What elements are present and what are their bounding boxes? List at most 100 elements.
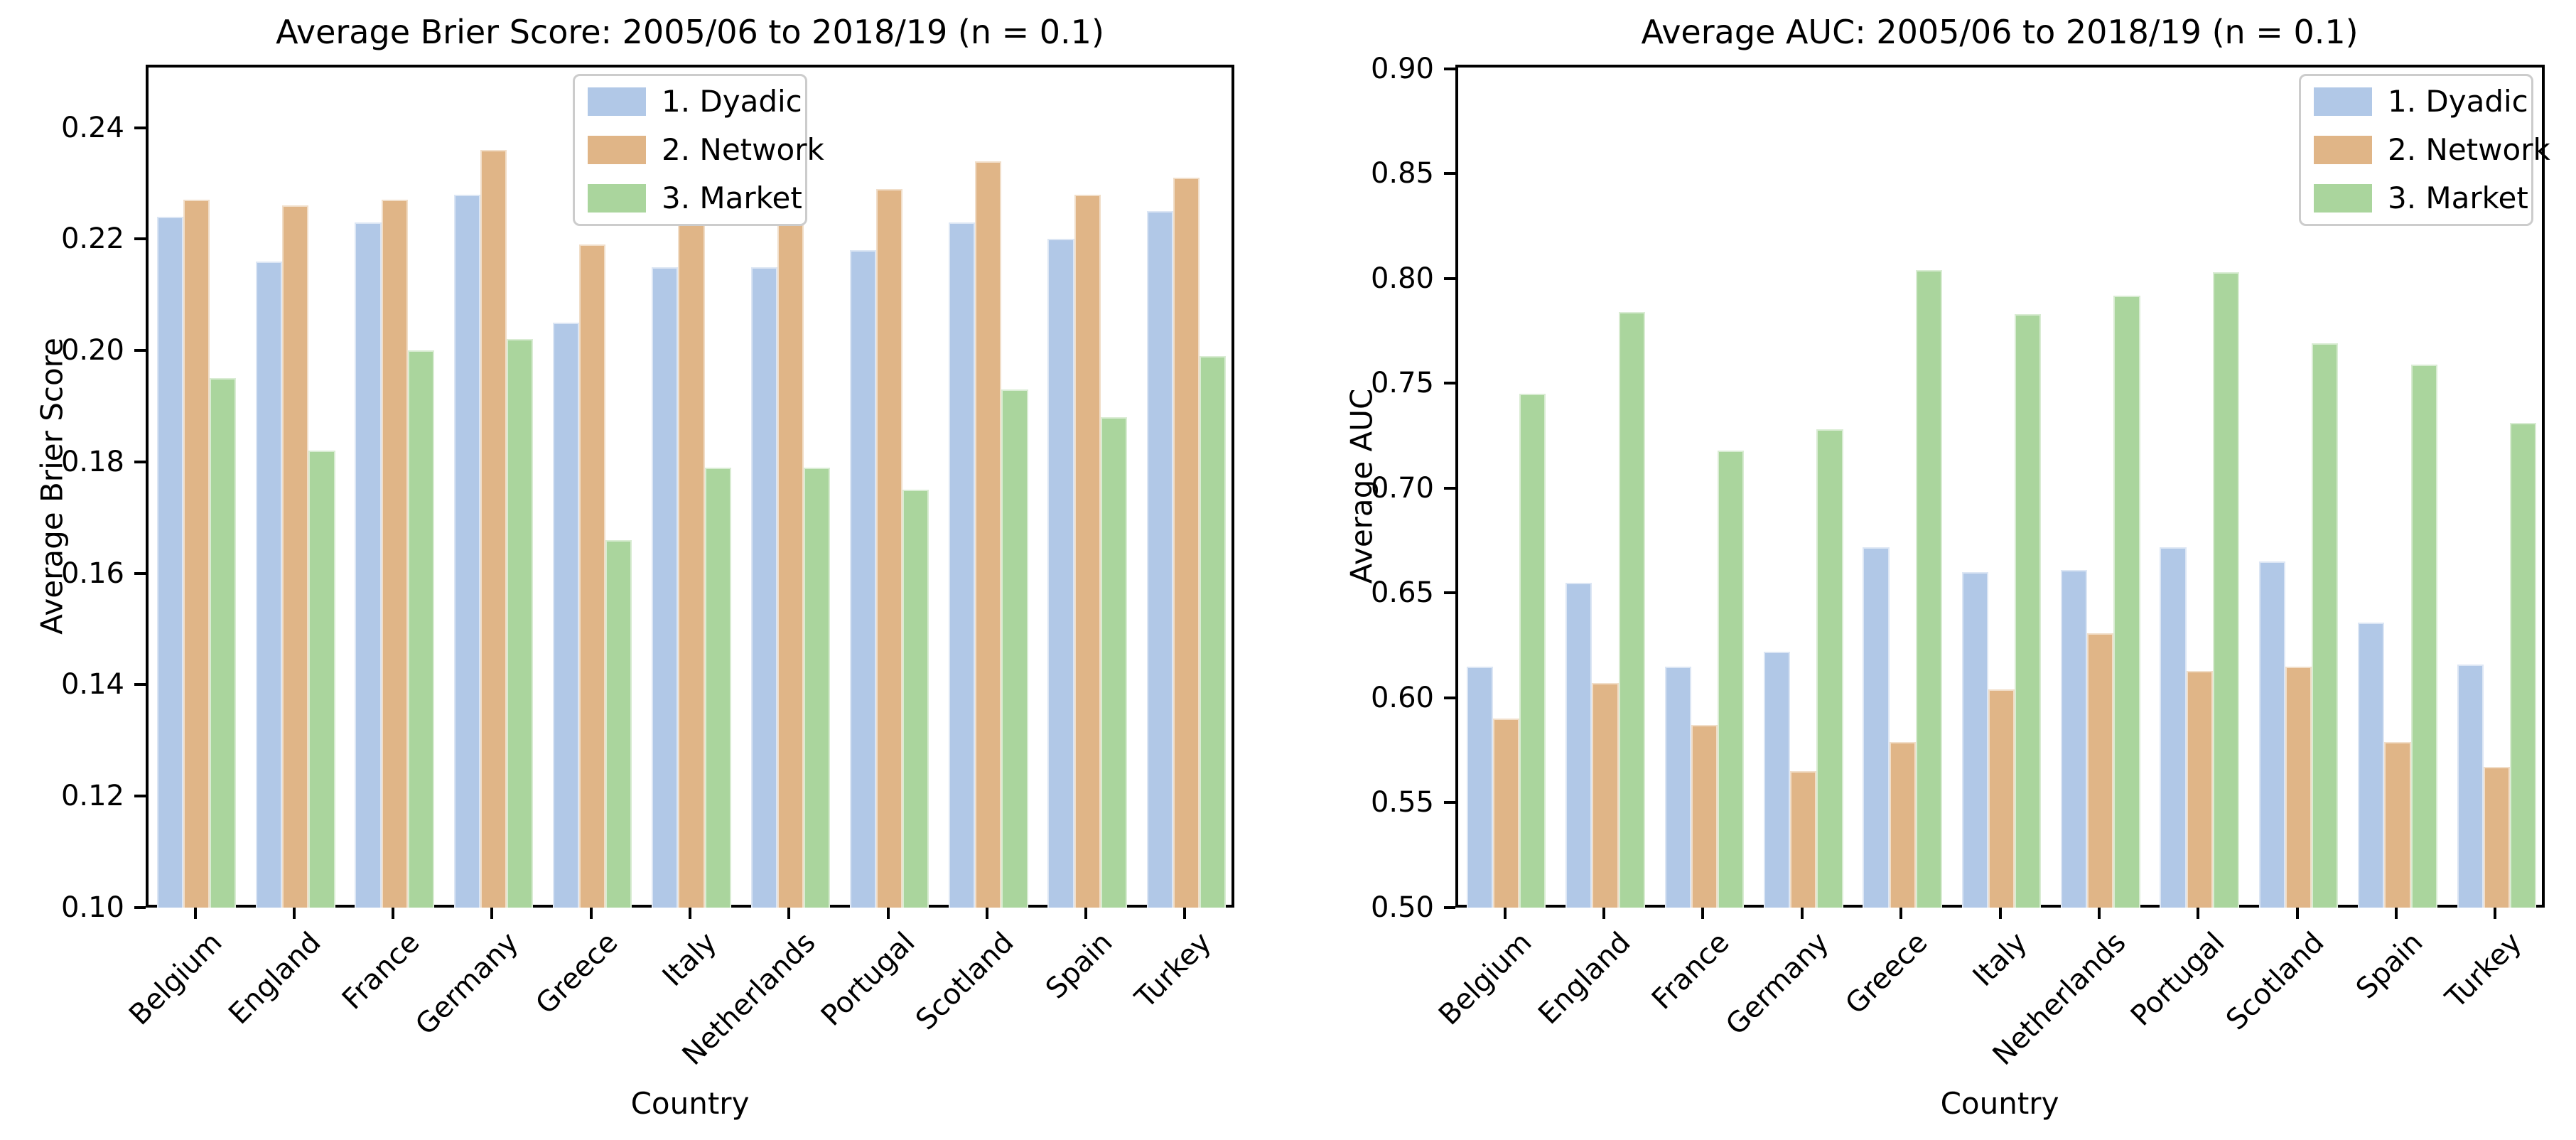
legend-entry: 3. Market [588, 183, 802, 213]
x-tick-mark [1084, 908, 1088, 919]
bar-market-germany [507, 339, 534, 908]
y-tick-mark [1444, 382, 1455, 385]
bar-network-germany [1790, 771, 1817, 908]
bar-dyadic-portugal [2160, 547, 2187, 908]
legend-swatch-icon [2314, 136, 2372, 164]
brier-x-axis-label: Country [630, 1086, 750, 1121]
bar-network-england [282, 205, 309, 908]
legend-entry: 1. Dyadic [588, 87, 802, 117]
auc-chart-plot-area [1455, 65, 2545, 908]
legend-entry: 3. Market [2314, 183, 2528, 213]
bar-dyadic-turkey [2457, 664, 2484, 908]
bar-market-greece [1915, 270, 1942, 908]
bar-dyadic-netherlands [750, 267, 777, 908]
brier-chart-title: Average Brier Score: 2005/06 to 2018/19 … [276, 13, 1104, 51]
bar-network-netherlands [777, 222, 804, 908]
x-tick-mark [589, 908, 593, 919]
bar-network-turkey [2483, 767, 2510, 908]
bar-network-france [1691, 725, 1718, 908]
y-tick-label: 0.55 [1370, 786, 1434, 819]
bar-dyadic-italy [1961, 571, 1988, 908]
bar-dyadic-england [256, 261, 283, 908]
bar-dyadic-netherlands [2061, 570, 2088, 908]
x-tick-mark [1998, 908, 2002, 919]
x-tick-mark [1800, 908, 1804, 919]
y-tick-mark [1444, 172, 1455, 176]
y-tick-label: 0.12 [60, 780, 124, 813]
auc-chart-title: Average AUC: 2005/06 to 2018/19 (n = 0.1… [1641, 13, 2359, 51]
bar-dyadic-germany [453, 194, 480, 908]
y-tick-mark [1444, 591, 1455, 595]
bar-dyadic-greece [1863, 547, 1890, 908]
bar-market-spain [1100, 417, 1127, 908]
bar-dyadic-spain [2358, 622, 2385, 908]
bar-market-england [308, 451, 335, 908]
y-tick-label: 0.16 [60, 556, 124, 590]
bar-dyadic-belgium [156, 216, 184, 908]
legend: 1. Dyadic 2. Network 3. Market [2299, 74, 2550, 226]
bar-network-spain [2384, 741, 2411, 908]
legend-swatch-icon [588, 87, 646, 116]
bar-dyadic-belgium [1466, 666, 1494, 908]
bar-network-greece [579, 244, 606, 908]
brier-chart-plot-area [146, 65, 1234, 908]
legend-label: 1. Dyadic [662, 84, 802, 119]
x-tick-mark [2197, 908, 2200, 919]
x-tick-label: Belgium [1432, 926, 1538, 1032]
y-tick-mark [134, 460, 146, 463]
x-tick-mark [985, 908, 988, 919]
bar-dyadic-turkey [1146, 211, 1173, 908]
bar-market-portugal [2212, 272, 2239, 908]
legend-swatch-icon [2314, 184, 2372, 213]
y-tick-label: 0.10 [60, 891, 124, 924]
bar-dyadic-france [355, 222, 382, 908]
y-tick-mark [1444, 276, 1455, 280]
y-tick-mark [1444, 67, 1455, 70]
bar-network-turkey [1173, 178, 1200, 908]
x-tick-label: Belgium [122, 926, 229, 1032]
x-tick-mark [1503, 908, 1507, 919]
x-tick-mark [490, 908, 494, 919]
legend-label: 3. Market [2388, 181, 2528, 215]
x-tick-mark [689, 908, 691, 919]
bar-network-belgium [183, 200, 210, 908]
bar-network-netherlands [2087, 633, 2114, 908]
x-tick-mark [2394, 908, 2398, 919]
y-tick-label: 0.65 [1370, 576, 1434, 610]
bar-market-france [1717, 450, 1745, 908]
legend-swatch-icon [2314, 87, 2372, 116]
legend-swatch-icon [588, 136, 646, 164]
x-tick-mark [787, 908, 791, 919]
bar-network-belgium [1493, 719, 1520, 908]
bar-network-scotland [975, 161, 1002, 908]
y-tick-mark [134, 906, 146, 909]
y-tick-label: 0.22 [60, 222, 124, 256]
bar-dyadic-italy [652, 267, 679, 908]
x-tick-mark [292, 908, 296, 919]
bar-market-france [407, 350, 434, 908]
bar-dyadic-greece [553, 322, 580, 908]
x-tick-mark [2494, 908, 2497, 919]
x-tick-mark [2097, 908, 2101, 919]
x-tick-mark [886, 908, 890, 919]
legend-label: 2. Network [2388, 132, 2550, 167]
y-tick-label: 0.24 [60, 111, 124, 144]
x-tick-mark [1899, 908, 1903, 919]
bar-network-spain [1074, 194, 1101, 908]
y-tick-label: 0.18 [60, 445, 124, 478]
y-tick-mark [134, 349, 146, 353]
x-tick-mark [1602, 908, 1606, 919]
bar-dyadic-england [1565, 582, 1593, 908]
y-tick-mark [134, 571, 146, 575]
y-tick-mark [1444, 696, 1455, 699]
bar-network-greece [1889, 741, 1916, 908]
bar-market-italy [704, 467, 731, 908]
bar-market-netherlands [803, 467, 830, 908]
y-tick-label: 0.20 [60, 334, 124, 367]
y-tick-mark [134, 795, 146, 798]
bar-market-england [1618, 312, 1645, 908]
y-tick-label: 0.85 [1370, 157, 1434, 190]
auc-x-axis-label: Country [1940, 1086, 2059, 1121]
y-tick-label: 0.80 [1370, 262, 1434, 295]
legend-entry: 2. Network [588, 135, 824, 165]
